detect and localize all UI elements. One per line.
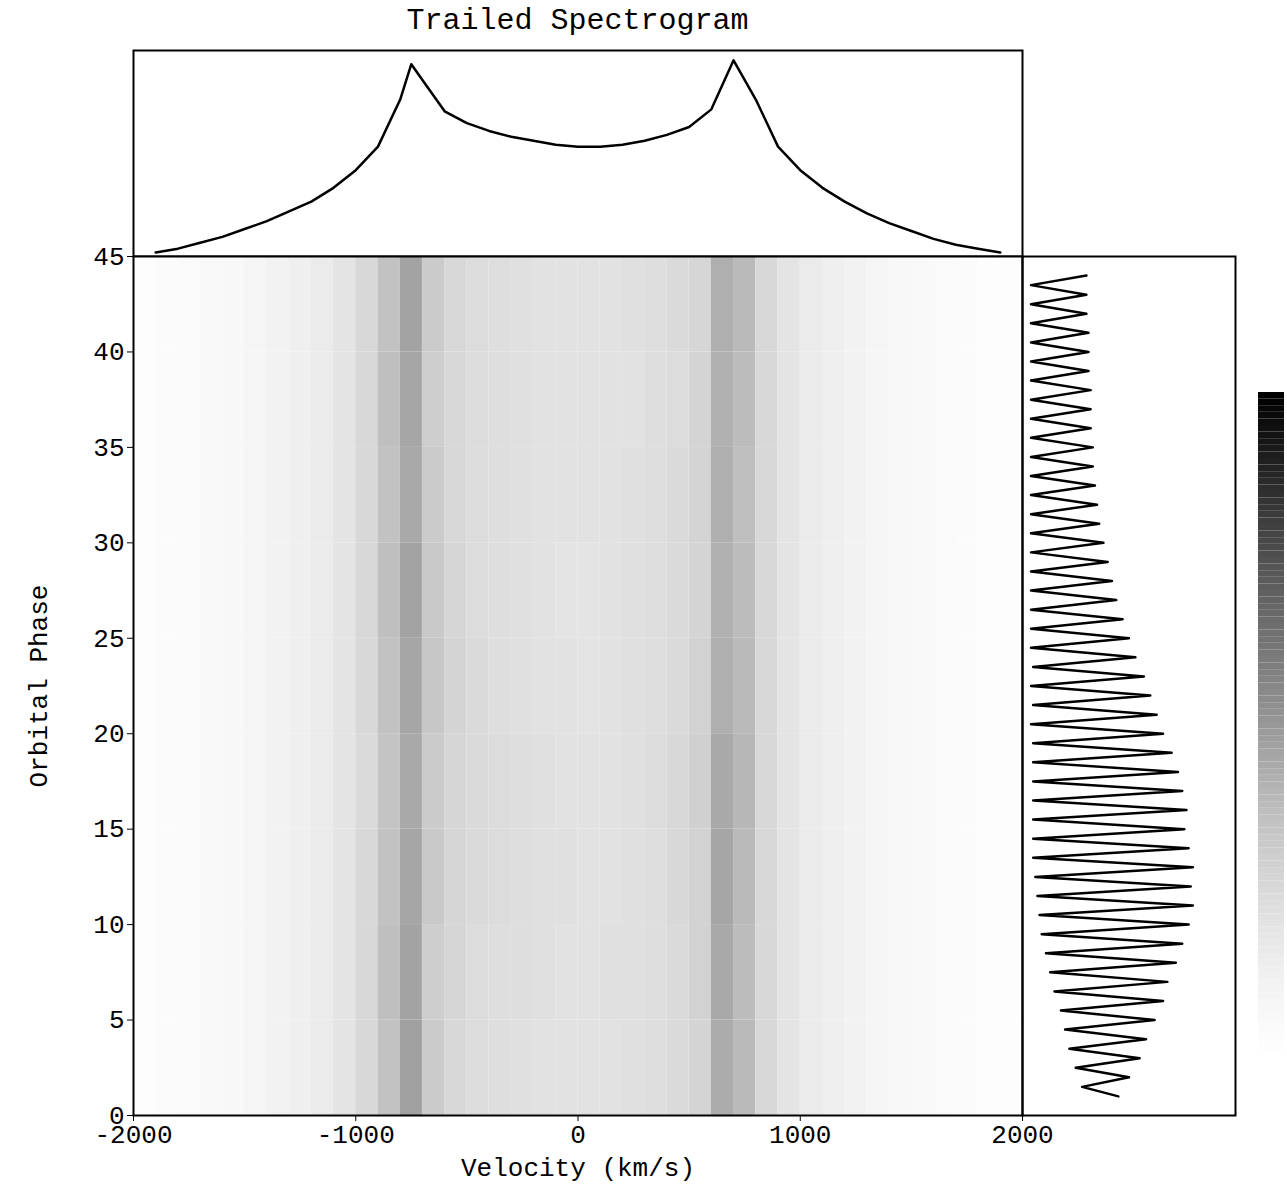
svg-text:1000: 1000 [769,1121,831,1151]
svg-text:10: 10 [93,911,124,941]
svg-text:20: 20 [93,720,124,750]
svg-text:0: 0 [570,1121,586,1151]
svg-text:2000: 2000 [991,1121,1053,1151]
svg-text:Orbital Phase: Orbital Phase [25,585,55,788]
svg-text:15: 15 [93,815,124,845]
svg-text:0: 0 [108,1101,125,1132]
svg-text:Velocity (km/s): Velocity (km/s) [461,1154,695,1184]
svg-text:30: 30 [93,529,124,559]
svg-text:45: 45 [93,243,124,273]
svg-text:40: 40 [93,338,124,368]
svg-text:-2000: -2000 [94,1121,172,1151]
svg-text:-1000: -1000 [317,1121,395,1151]
svg-text:35: 35 [93,434,124,464]
svg-text:25: 25 [93,625,124,655]
svg-text:5: 5 [109,1006,125,1036]
html-text:Trailed Spectrogram: Trailed Spectrogram [406,4,749,38]
